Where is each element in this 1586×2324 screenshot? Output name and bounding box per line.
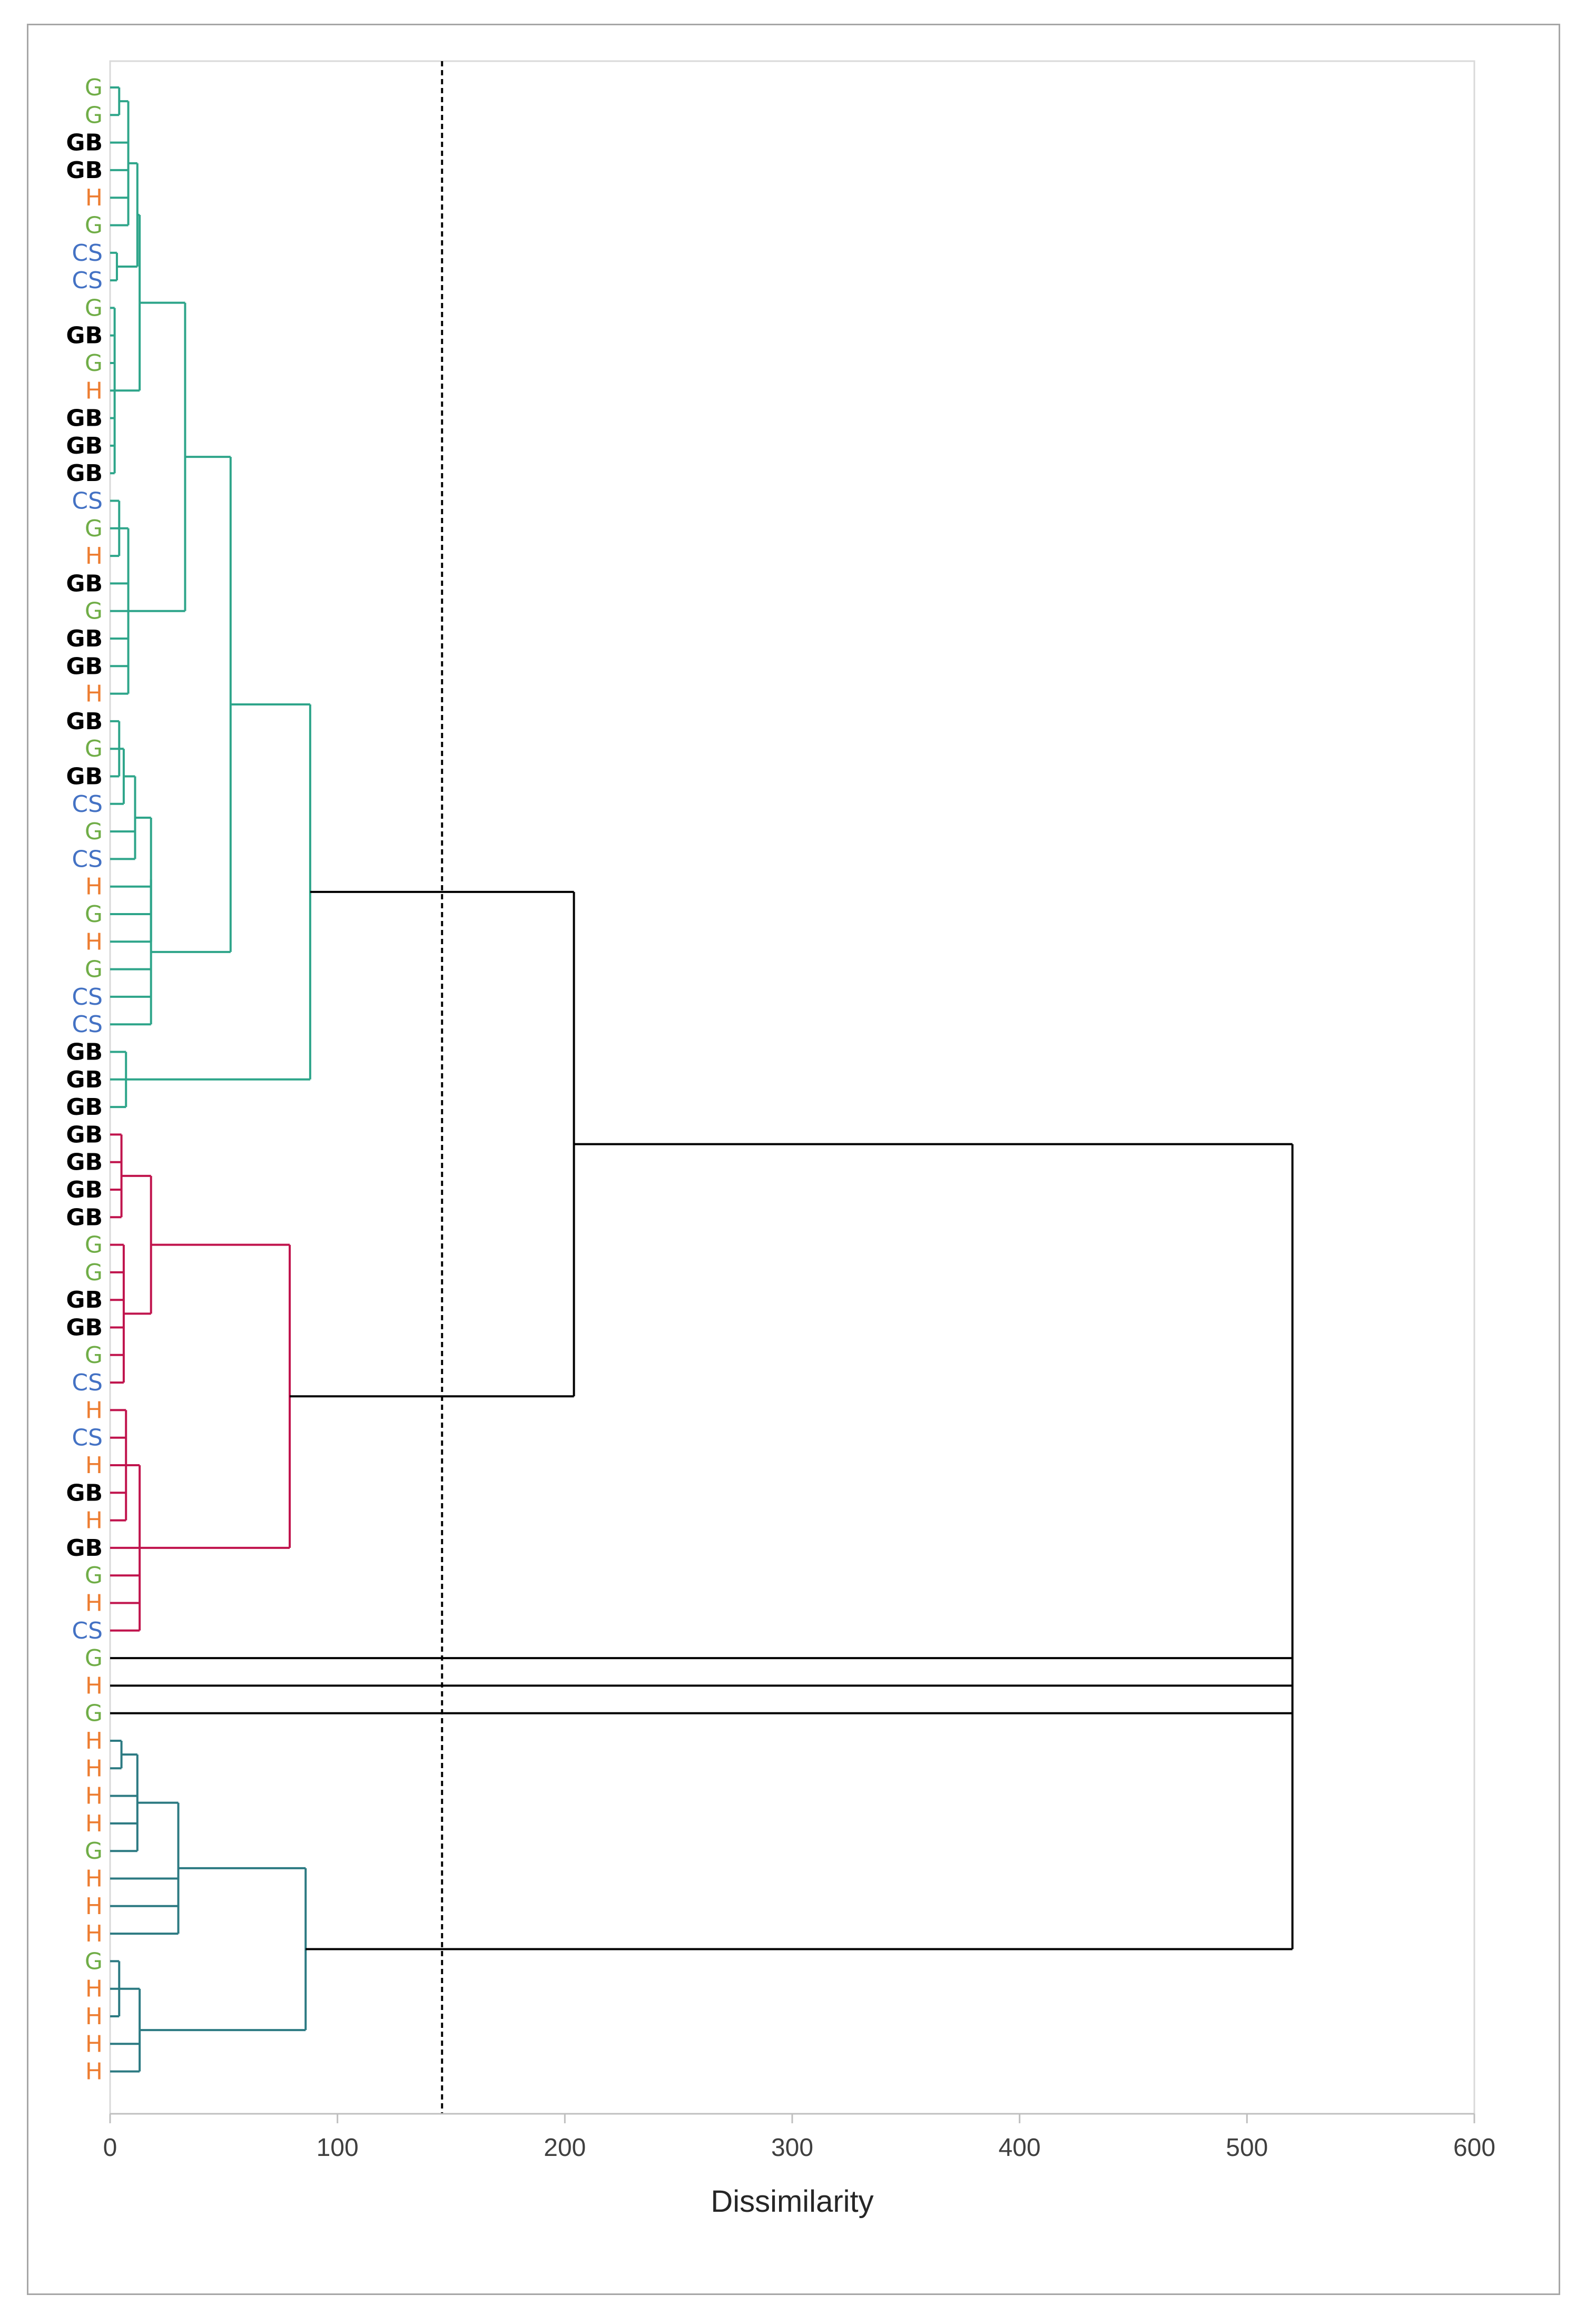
- leaf-label: CS: [72, 984, 103, 1011]
- leaf-label: G: [85, 956, 103, 983]
- leaf-label: H: [85, 543, 103, 570]
- leaf-label: GB: [66, 157, 103, 184]
- leaf-label: G: [85, 295, 103, 321]
- leaf-label: CS: [72, 488, 103, 515]
- leaf-label: G: [85, 74, 103, 101]
- leaf-label: G: [85, 1232, 103, 1259]
- leaf-label: CS: [72, 1369, 103, 1396]
- x-tick-label: 100: [317, 2134, 359, 2162]
- leaf-label: GB: [66, 130, 103, 156]
- leaf-label: GB: [66, 1315, 103, 1341]
- leaf-label: GB: [66, 433, 103, 459]
- x-tick-label: 500: [1226, 2134, 1268, 2162]
- x-axis-ticks: 0 100 200 300 400 500 600: [103, 2114, 1495, 2162]
- leaf-label: GB: [66, 1535, 103, 1562]
- leaf-label: G: [85, 1259, 103, 1286]
- dendrogram-branches: [110, 86, 1294, 2073]
- leaf-label: H: [85, 1452, 103, 1479]
- leaf-label: G: [85, 1838, 103, 1865]
- leaf-label: H: [85, 1755, 103, 1782]
- x-axis-title: Dissimilarity: [711, 2184, 873, 2219]
- leaf-labels: GGGBGBHGCSCSGGBGHGBGBGBCSGHGBGGBGBHGBGGB…: [66, 74, 103, 2085]
- leaf-label: GB: [66, 1287, 103, 1313]
- leaf-label: G: [85, 901, 103, 928]
- leaf-label: GB: [66, 405, 103, 432]
- leaf-label: G: [85, 102, 103, 129]
- x-tick-label: 600: [1453, 2134, 1495, 2162]
- leaf-label: H: [85, 1672, 103, 1699]
- leaf-label: H: [85, 1866, 103, 1892]
- chart-frame: 0 100 200 300 400 500 600 G G GB GB H G CS CS G GB G H GB G…: [27, 24, 1560, 2295]
- leaf-label: H: [85, 1590, 103, 1617]
- x-tick-label: 200: [544, 2134, 586, 2162]
- leaf-label: GB: [66, 1121, 103, 1148]
- leaf-label: GB: [66, 1094, 103, 1121]
- leaf-label: H: [85, 1920, 103, 1947]
- leaf-label: G: [85, 818, 103, 845]
- leaf-label: G: [85, 515, 103, 542]
- leaf-label: H: [85, 874, 103, 900]
- leaf-label: GB: [66, 625, 103, 652]
- leaf-label: H: [85, 1810, 103, 1837]
- leaf-label: CS: [72, 791, 103, 818]
- leaf-label: H: [85, 2003, 103, 2030]
- leaf-label: G: [85, 1948, 103, 1975]
- leaf-label: G: [85, 598, 103, 625]
- leaf-label: H: [85, 681, 103, 708]
- leaf-label: H: [85, 928, 103, 955]
- leaf-label: G: [85, 1562, 103, 1589]
- leaf-label: CS: [72, 267, 103, 294]
- leaf-label: H: [85, 2031, 103, 2057]
- leaf-label: H: [85, 1976, 103, 2003]
- leaf-label: CS: [72, 846, 103, 872]
- leaf-label: H: [85, 377, 103, 404]
- leaf-label: GB: [66, 1066, 103, 1093]
- leaf-label: G: [85, 1645, 103, 1672]
- leaf-label: H: [85, 1397, 103, 1424]
- leaf-label: H: [85, 184, 103, 211]
- leaf-label: CS: [72, 1425, 103, 1452]
- x-tick-label: 0: [103, 2134, 117, 2162]
- leaf-label: GB: [66, 1204, 103, 1231]
- leaf-label: GB: [66, 570, 103, 597]
- leaf-label: GB: [66, 1149, 103, 1176]
- plot-area: [109, 60, 1475, 2115]
- leaf-label: H: [85, 1783, 103, 1810]
- leaf-label: CS: [72, 1617, 103, 1644]
- leaf-label: CS: [72, 240, 103, 267]
- leaf-label: GB: [66, 708, 103, 735]
- x-tick-label: 400: [999, 2134, 1041, 2162]
- x-tick-label: 300: [771, 2134, 813, 2162]
- leaf-label: H: [85, 1507, 103, 1534]
- leaf-label: CS: [72, 1011, 103, 1038]
- leaf-label: H: [85, 2058, 103, 2085]
- leaf-label: G: [85, 212, 103, 239]
- leaf-label: G: [85, 350, 103, 377]
- dendrogram-chart: 0 100 200 300 400 500 600 GGGBGBHGCSCSGGBGHGBG…: [66, 60, 1495, 2219]
- leaf-label: H: [85, 1893, 103, 1920]
- leaf-label: GB: [66, 322, 103, 349]
- leaf-label: GB: [66, 460, 103, 487]
- leaf-label: GB: [66, 1479, 103, 1506]
- leaf-label: G: [85, 736, 103, 762]
- leaf-label: GB: [66, 763, 103, 790]
- leaf-label: GB: [66, 1176, 103, 1203]
- leaf-label: GB: [66, 1039, 103, 1066]
- leaf-label: G: [85, 1342, 103, 1369]
- leaf-label: H: [85, 1728, 103, 1754]
- leaf-label: GB: [66, 653, 103, 680]
- leaf-label: G: [85, 1700, 103, 1727]
